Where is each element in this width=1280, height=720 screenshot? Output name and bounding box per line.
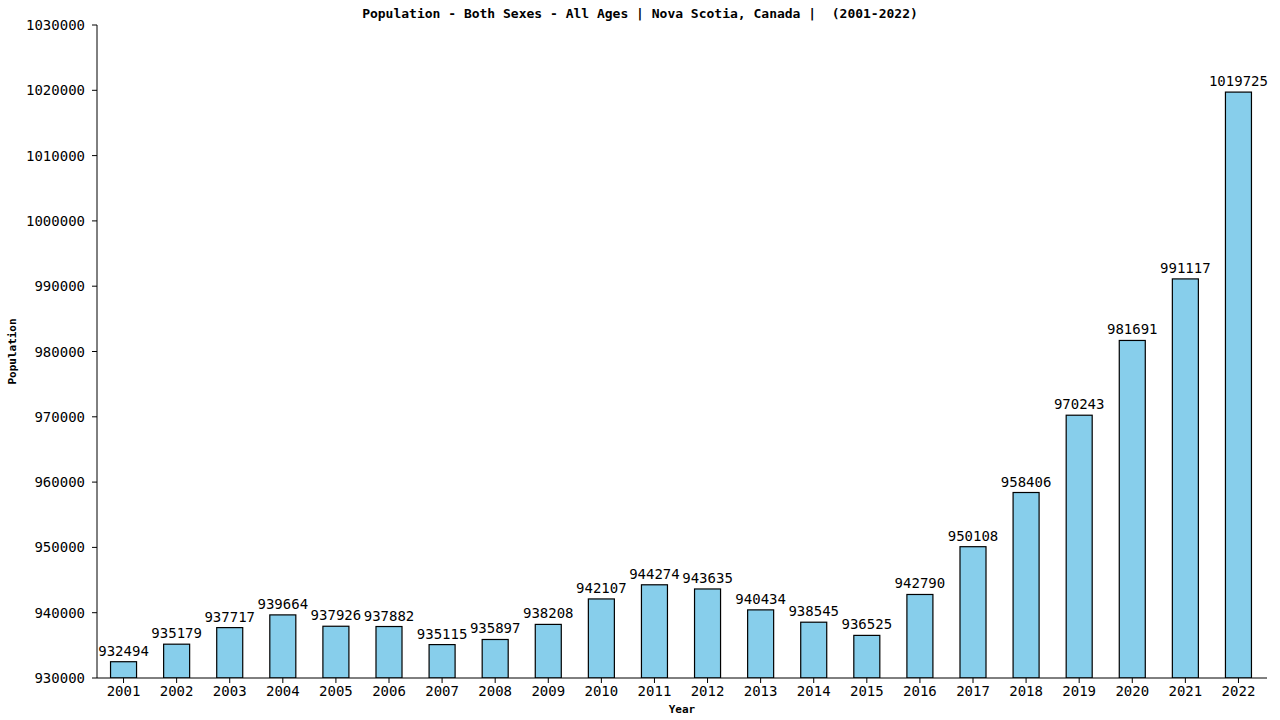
data-label: 938545: [788, 603, 839, 619]
chart: Population - Both Sexes - All Ages | Nov…: [0, 0, 1280, 720]
bar: [270, 615, 296, 678]
y-tick: [92, 482, 97, 483]
bar: [1119, 340, 1145, 678]
y-tick-label: 990000: [34, 278, 85, 294]
data-label: 950108: [948, 528, 999, 544]
x-tick-label: 2016: [903, 683, 937, 699]
x-axis-line: [97, 678, 1267, 679]
bar: [588, 599, 614, 678]
bar: [907, 594, 933, 678]
y-tick: [92, 612, 97, 613]
x-axis-label: Year: [669, 703, 696, 716]
x-tick-label: 2013: [744, 683, 778, 699]
data-label: 970243: [1054, 396, 1105, 412]
data-label: 935897: [470, 620, 521, 636]
y-tick-label: 980000: [34, 344, 85, 360]
data-label: 935179: [151, 625, 202, 641]
x-tick-label: 2019: [1062, 683, 1096, 699]
bar: [641, 585, 667, 678]
bar: [1013, 493, 1039, 678]
bar: [323, 626, 349, 678]
bar: [854, 635, 880, 678]
x-tick-label: 2018: [1009, 683, 1043, 699]
data-label: 935115: [417, 626, 468, 642]
y-tick-label: 1000000: [26, 213, 85, 229]
x-tick-label: 2021: [1169, 683, 1203, 699]
data-label: 940434: [735, 591, 786, 607]
data-label: 981691: [1107, 321, 1158, 337]
bar: [429, 645, 455, 678]
y-tick-label: 940000: [34, 605, 85, 621]
data-label: 943635: [682, 570, 733, 586]
y-tick-label: 1030000: [26, 17, 85, 33]
bar: [960, 547, 986, 678]
y-tick-label: 960000: [34, 474, 85, 490]
x-tick-label: 2004: [266, 683, 300, 699]
y-tick-label: 1020000: [26, 82, 85, 98]
y-tick: [92, 220, 97, 221]
x-tick-label: 2009: [531, 683, 565, 699]
bar: [748, 610, 774, 678]
data-label: 939664: [258, 596, 309, 612]
y-tick: [92, 416, 97, 417]
bar: [164, 644, 190, 678]
title: Population - Both Sexes - All Ages | Nov…: [362, 6, 918, 21]
bars: [111, 92, 1252, 678]
x-tick-label: 2022: [1222, 683, 1256, 699]
bar: [1066, 415, 1092, 678]
x-tick-label: 2003: [213, 683, 247, 699]
data-label: 938208: [523, 605, 574, 621]
y-tick-label: 950000: [34, 539, 85, 555]
data-label: 944274: [629, 566, 680, 582]
x-tick-label: 2011: [638, 683, 672, 699]
bar: [482, 639, 508, 678]
bar: [376, 627, 402, 678]
y-tick: [92, 155, 97, 156]
y-tick: [92, 547, 97, 548]
data-label: 991117: [1160, 260, 1211, 276]
y-tick-label: 930000: [34, 670, 85, 686]
y-tick: [92, 286, 97, 287]
x-tick-label: 2001: [107, 683, 141, 699]
data-label: 932494: [98, 643, 149, 659]
data-label: 942790: [895, 575, 946, 591]
bar: [1225, 92, 1251, 678]
y-tick: [92, 678, 97, 679]
bar: [111, 662, 137, 678]
x-tick-label: 2014: [797, 683, 831, 699]
y-axis-label: Population: [6, 318, 19, 384]
data-label: 942107: [576, 580, 627, 596]
data-label: 937926: [311, 607, 362, 623]
x-tick-label: 2020: [1115, 683, 1149, 699]
data-label: 937717: [204, 609, 255, 625]
x-tick-label: 2015: [850, 683, 884, 699]
x-tick-label: 2005: [319, 683, 353, 699]
bar: [695, 589, 721, 678]
x-tick-label: 2010: [585, 683, 619, 699]
y-tick: [92, 351, 97, 352]
x-tick-label: 2012: [691, 683, 725, 699]
x-tick-label: 2017: [956, 683, 990, 699]
y-tick-label: 970000: [34, 409, 85, 425]
x-tick-label: 2002: [160, 683, 194, 699]
x-tick-label: 2007: [425, 683, 459, 699]
y-tick: [92, 90, 97, 91]
data-label: 936525: [842, 616, 893, 632]
bar: [535, 624, 561, 678]
data-label: 937882: [364, 608, 415, 624]
data-label: 958406: [1001, 474, 1052, 490]
x-tick-label: 2008: [478, 683, 512, 699]
bar: [1172, 279, 1198, 678]
bar: [801, 622, 827, 678]
y-tick: [92, 25, 97, 26]
data-label: 1019725: [1209, 73, 1268, 89]
y-tick-label: 1010000: [26, 148, 85, 164]
x-tick-label: 2006: [372, 683, 406, 699]
bar: [217, 628, 243, 678]
